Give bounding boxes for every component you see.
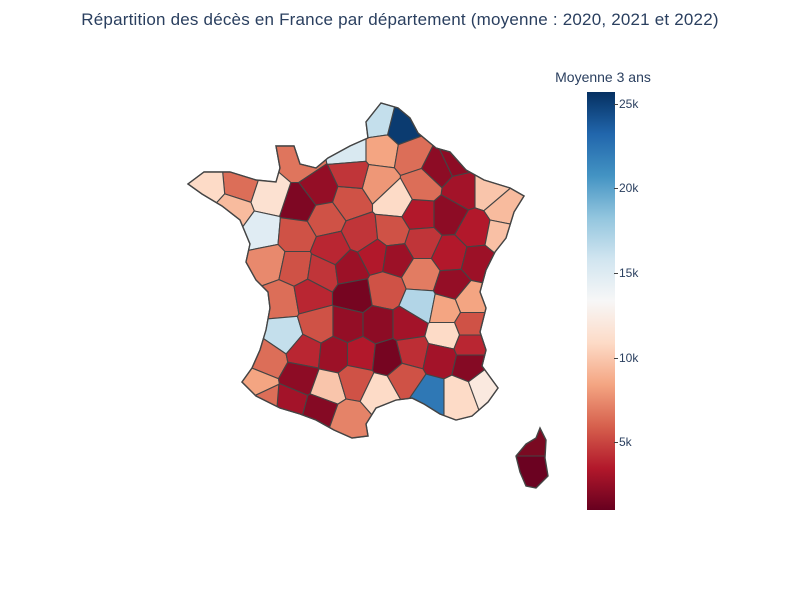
corsica [515, 426, 549, 489]
colorbar-tick-label: 20k [613, 181, 639, 196]
department-region [453, 334, 524, 356]
department-region [362, 305, 394, 345]
department-region [235, 103, 328, 184]
mainland-france [186, 102, 525, 439]
department-region [399, 167, 443, 202]
department-region [332, 305, 364, 344]
department-region [188, 243, 286, 321]
department-region [188, 383, 280, 438]
department-region [317, 103, 400, 139]
department-region [365, 134, 399, 169]
department-region [422, 342, 458, 380]
department-region [188, 193, 255, 292]
department-region [434, 103, 524, 177]
department-region [453, 311, 524, 336]
department-region [454, 279, 524, 314]
department-region [326, 160, 370, 189]
department-region [346, 335, 376, 372]
colorbar-title: Moyenne 3 ans [555, 69, 651, 85]
colorbar-tick-label: 10k [613, 350, 639, 365]
chart-title: Répartition des décès en France par dépa… [81, 10, 719, 29]
corsica-border [515, 426, 549, 489]
colorbar-tick-label: 25k [613, 96, 639, 111]
department-region [317, 335, 349, 374]
colorbar [587, 92, 615, 510]
department-region [386, 103, 462, 146]
department-region [273, 382, 309, 438]
colorbar-tick-label: 5k [614, 435, 632, 450]
mainland-border [186, 102, 525, 439]
department-region [193, 279, 300, 322]
colorbar-tick-label: 15k [613, 266, 639, 281]
department-region [311, 103, 367, 165]
